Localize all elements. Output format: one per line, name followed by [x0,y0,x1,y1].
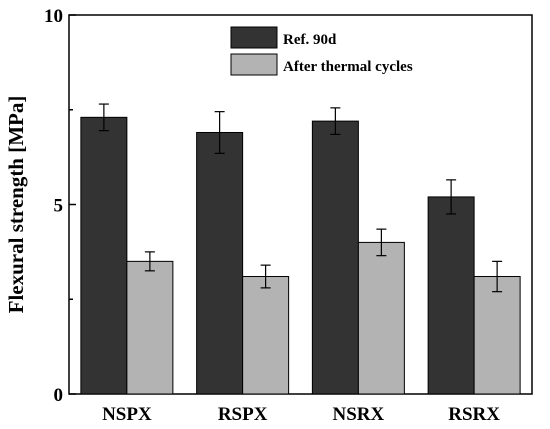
x-tick-label: RSRX [448,404,500,425]
bar [311,120,359,395]
legend-swatch [230,26,278,49]
labels: 0 5 10 Flexural strength [MPa] NSPX RSPX NSRX R… [4,6,500,425]
bar [242,276,290,395]
bar [80,116,128,395]
bar [126,260,174,395]
legend-label: Ref. 90d [283,32,337,48]
legend-label: After thermal cycles [283,59,413,75]
bar [427,196,475,395]
x-tick-label: NSPX [102,404,152,425]
x-tick-label: RSPX [218,404,268,425]
x-tick-label: NSRX [333,404,385,425]
y-tick-label: 0 [54,385,64,406]
y-tick-label: 10 [44,6,63,27]
y-tick-label: 5 [54,196,64,217]
bars [80,103,521,395]
y-axis-label: Flexural strength [MPa] [4,96,28,314]
legend: Ref. 90d After thermal cycles [230,26,413,76]
bar [357,241,405,395]
bar [196,131,244,395]
bar [473,276,521,395]
legend-swatch [230,53,278,76]
